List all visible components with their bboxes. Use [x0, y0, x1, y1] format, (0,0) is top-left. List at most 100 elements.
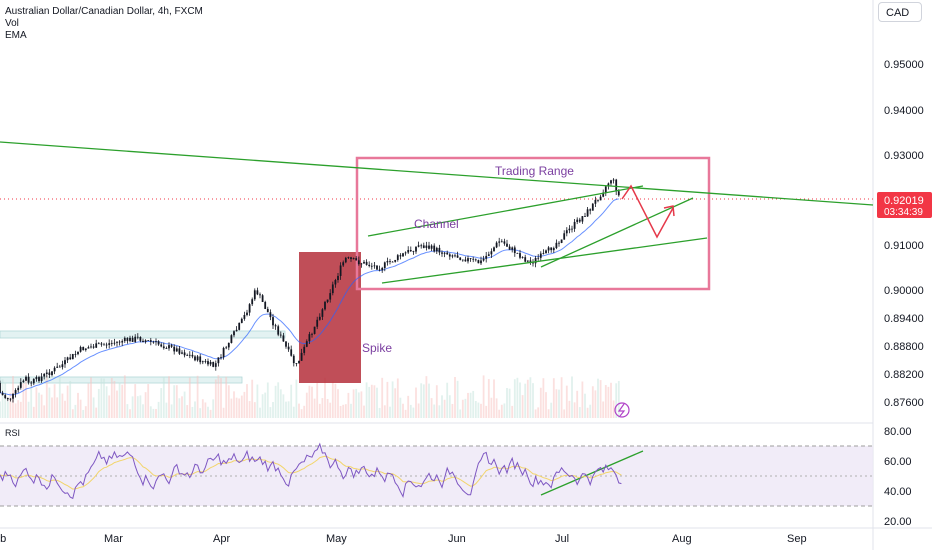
- volume-bar: [35, 387, 38, 418]
- volume-bar: [581, 381, 584, 418]
- candle-body: [612, 179, 615, 181]
- candle-body: [318, 316, 321, 320]
- volume-bar: [508, 388, 511, 418]
- volume-bar: [253, 402, 256, 418]
- candle-body: [415, 246, 417, 252]
- volume-bar: [204, 402, 207, 418]
- candle-body: [188, 354, 191, 356]
- volume-bar: [563, 409, 566, 418]
- volume-bar: [90, 377, 92, 418]
- candle-body: [134, 336, 137, 342]
- volume-bar: [389, 406, 391, 418]
- volume-bar: [0, 401, 1, 418]
- candle-body: [84, 348, 87, 351]
- volume-bar: [435, 385, 438, 418]
- volume-bar: [391, 381, 394, 418]
- volume-bar: [329, 402, 332, 418]
- volume-bar: [451, 403, 454, 418]
- trading-range-label: Trading Range: [495, 164, 574, 178]
- candle-body: [240, 318, 243, 323]
- volume-bar: [126, 404, 129, 418]
- candle-body: [282, 335, 285, 342]
- volume-bar: [274, 385, 277, 418]
- volume-bar: [365, 382, 368, 418]
- volume-indicator-label[interactable]: Vol: [5, 18, 19, 29]
- volume-bar: [474, 401, 477, 418]
- candle-body: [396, 255, 399, 260]
- candle-body: [521, 257, 524, 259]
- candle-body: [212, 361, 215, 367]
- volume-bar: [526, 379, 529, 418]
- candle-body: [222, 347, 225, 358]
- volume-bar: [344, 404, 347, 418]
- volume-bar: [285, 401, 287, 418]
- volume-bar: [441, 395, 443, 418]
- volume-bar: [506, 388, 508, 418]
- candle-body: [225, 347, 228, 349]
- candle-body: [602, 192, 605, 197]
- candle-body: [383, 262, 386, 268]
- volume-bar: [40, 394, 43, 418]
- candle-body: [344, 257, 347, 263]
- candle-body: [209, 361, 212, 365]
- projection-arrow: [621, 184, 674, 239]
- candle-body: [604, 186, 607, 193]
- candle-body: [238, 322, 241, 330]
- volume-bar: [157, 401, 160, 418]
- support-zone-upper: [0, 330, 286, 339]
- candle-body: [35, 377, 38, 380]
- volume-bar: [56, 397, 59, 418]
- candle-body: [506, 243, 508, 247]
- candle-body: [360, 263, 363, 265]
- volume-bar: [43, 405, 46, 418]
- candle-body: [277, 326, 280, 335]
- candle-body: [175, 348, 178, 352]
- candle-body: [370, 265, 373, 267]
- candle-body: [266, 308, 269, 313]
- candle-body: [477, 260, 480, 264]
- candle-body: [103, 344, 105, 346]
- candle-body: [170, 345, 173, 347]
- candle-body: [503, 241, 506, 244]
- candle-body: [599, 196, 602, 201]
- volume-bar: [532, 383, 534, 418]
- volume-bar: [383, 405, 386, 418]
- volume-bar: [576, 390, 579, 418]
- candle-body: [131, 337, 134, 342]
- candle-body: [97, 343, 100, 345]
- candle-body: [82, 347, 85, 351]
- volume-bar: [386, 381, 389, 418]
- volume-bar: [396, 378, 399, 418]
- time-tick-label: Mar: [104, 533, 123, 545]
- candle-body: [331, 284, 334, 294]
- candle-body: [168, 345, 170, 349]
- volume-bar: [123, 375, 126, 418]
- ema-indicator-label[interactable]: EMA: [5, 30, 27, 41]
- candle-body: [615, 179, 618, 192]
- candle-body: [235, 329, 238, 332]
- candle-body: [269, 312, 272, 318]
- candle-body: [456, 255, 459, 258]
- candle-body: [311, 333, 313, 335]
- volume-bar: [456, 380, 459, 418]
- volume-bar: [482, 375, 485, 418]
- volume-bar: [524, 383, 527, 418]
- currency-button[interactable]: CAD: [878, 2, 922, 22]
- candle-body: [207, 361, 209, 365]
- candle-body: [214, 363, 217, 367]
- volume-bar: [53, 384, 56, 418]
- volume-bar: [272, 401, 274, 418]
- price-tick-label: 0.94000: [884, 105, 924, 117]
- candle-body: [316, 319, 319, 327]
- volume-bar: [113, 380, 116, 418]
- volume-bar: [256, 384, 259, 418]
- candle-body: [607, 183, 610, 187]
- volume-bar: [381, 377, 384, 418]
- volume-bar: [209, 409, 212, 418]
- candle-body: [430, 245, 433, 249]
- volume-bar: [121, 384, 124, 418]
- volume-bar: [537, 407, 540, 418]
- candle-body: [555, 242, 558, 249]
- candle-body: [534, 258, 537, 264]
